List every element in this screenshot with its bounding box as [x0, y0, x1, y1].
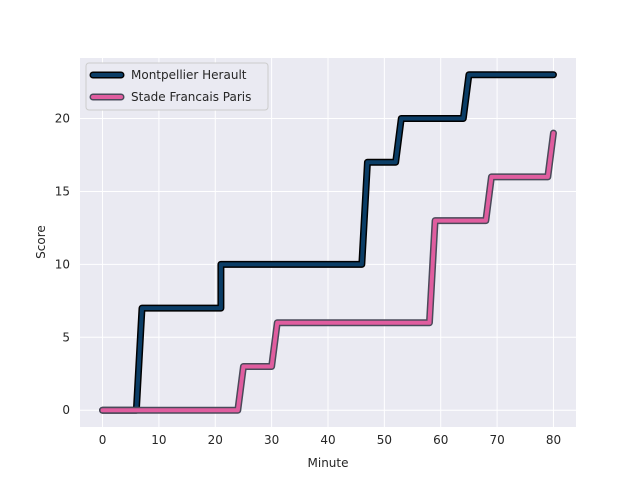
x-tick-label: 40: [320, 433, 335, 447]
x-tick-label: 10: [151, 433, 166, 447]
y-tick-label: 15: [55, 184, 70, 198]
x-tick-label: 30: [264, 433, 279, 447]
grid: [80, 58, 576, 427]
x-tick-label: 20: [208, 433, 223, 447]
legend-label-0: Montpellier Herault: [131, 68, 247, 82]
y-tick-label: 10: [55, 257, 70, 271]
legend-label-1: Stade Francais Paris: [131, 90, 251, 104]
y-tick-labels: 0 5 10 15 20: [55, 112, 70, 418]
x-tick-label: 50: [377, 433, 392, 447]
legend: Montpellier Herault Stade Francais Paris: [85, 62, 269, 111]
x-tick-label: 60: [433, 433, 448, 447]
series-line-1: [100, 131, 556, 413]
y-axis-label: Score: [34, 225, 48, 259]
x-tick-label: 0: [99, 433, 107, 447]
series-group: [99, 71, 557, 414]
y-tick-label: 20: [55, 112, 70, 126]
x-axis-label: Minute: [308, 456, 349, 470]
y-tick-label: 5: [62, 330, 70, 344]
y-tick-label: 0: [62, 403, 70, 417]
legend-box: [85, 62, 269, 111]
x-tick-label: 80: [546, 433, 561, 447]
series-line-0: [100, 72, 556, 413]
x-tick-labels: 0 10 20 30 40 50 60 70 80: [99, 433, 561, 447]
x-tick-label: 70: [489, 433, 504, 447]
